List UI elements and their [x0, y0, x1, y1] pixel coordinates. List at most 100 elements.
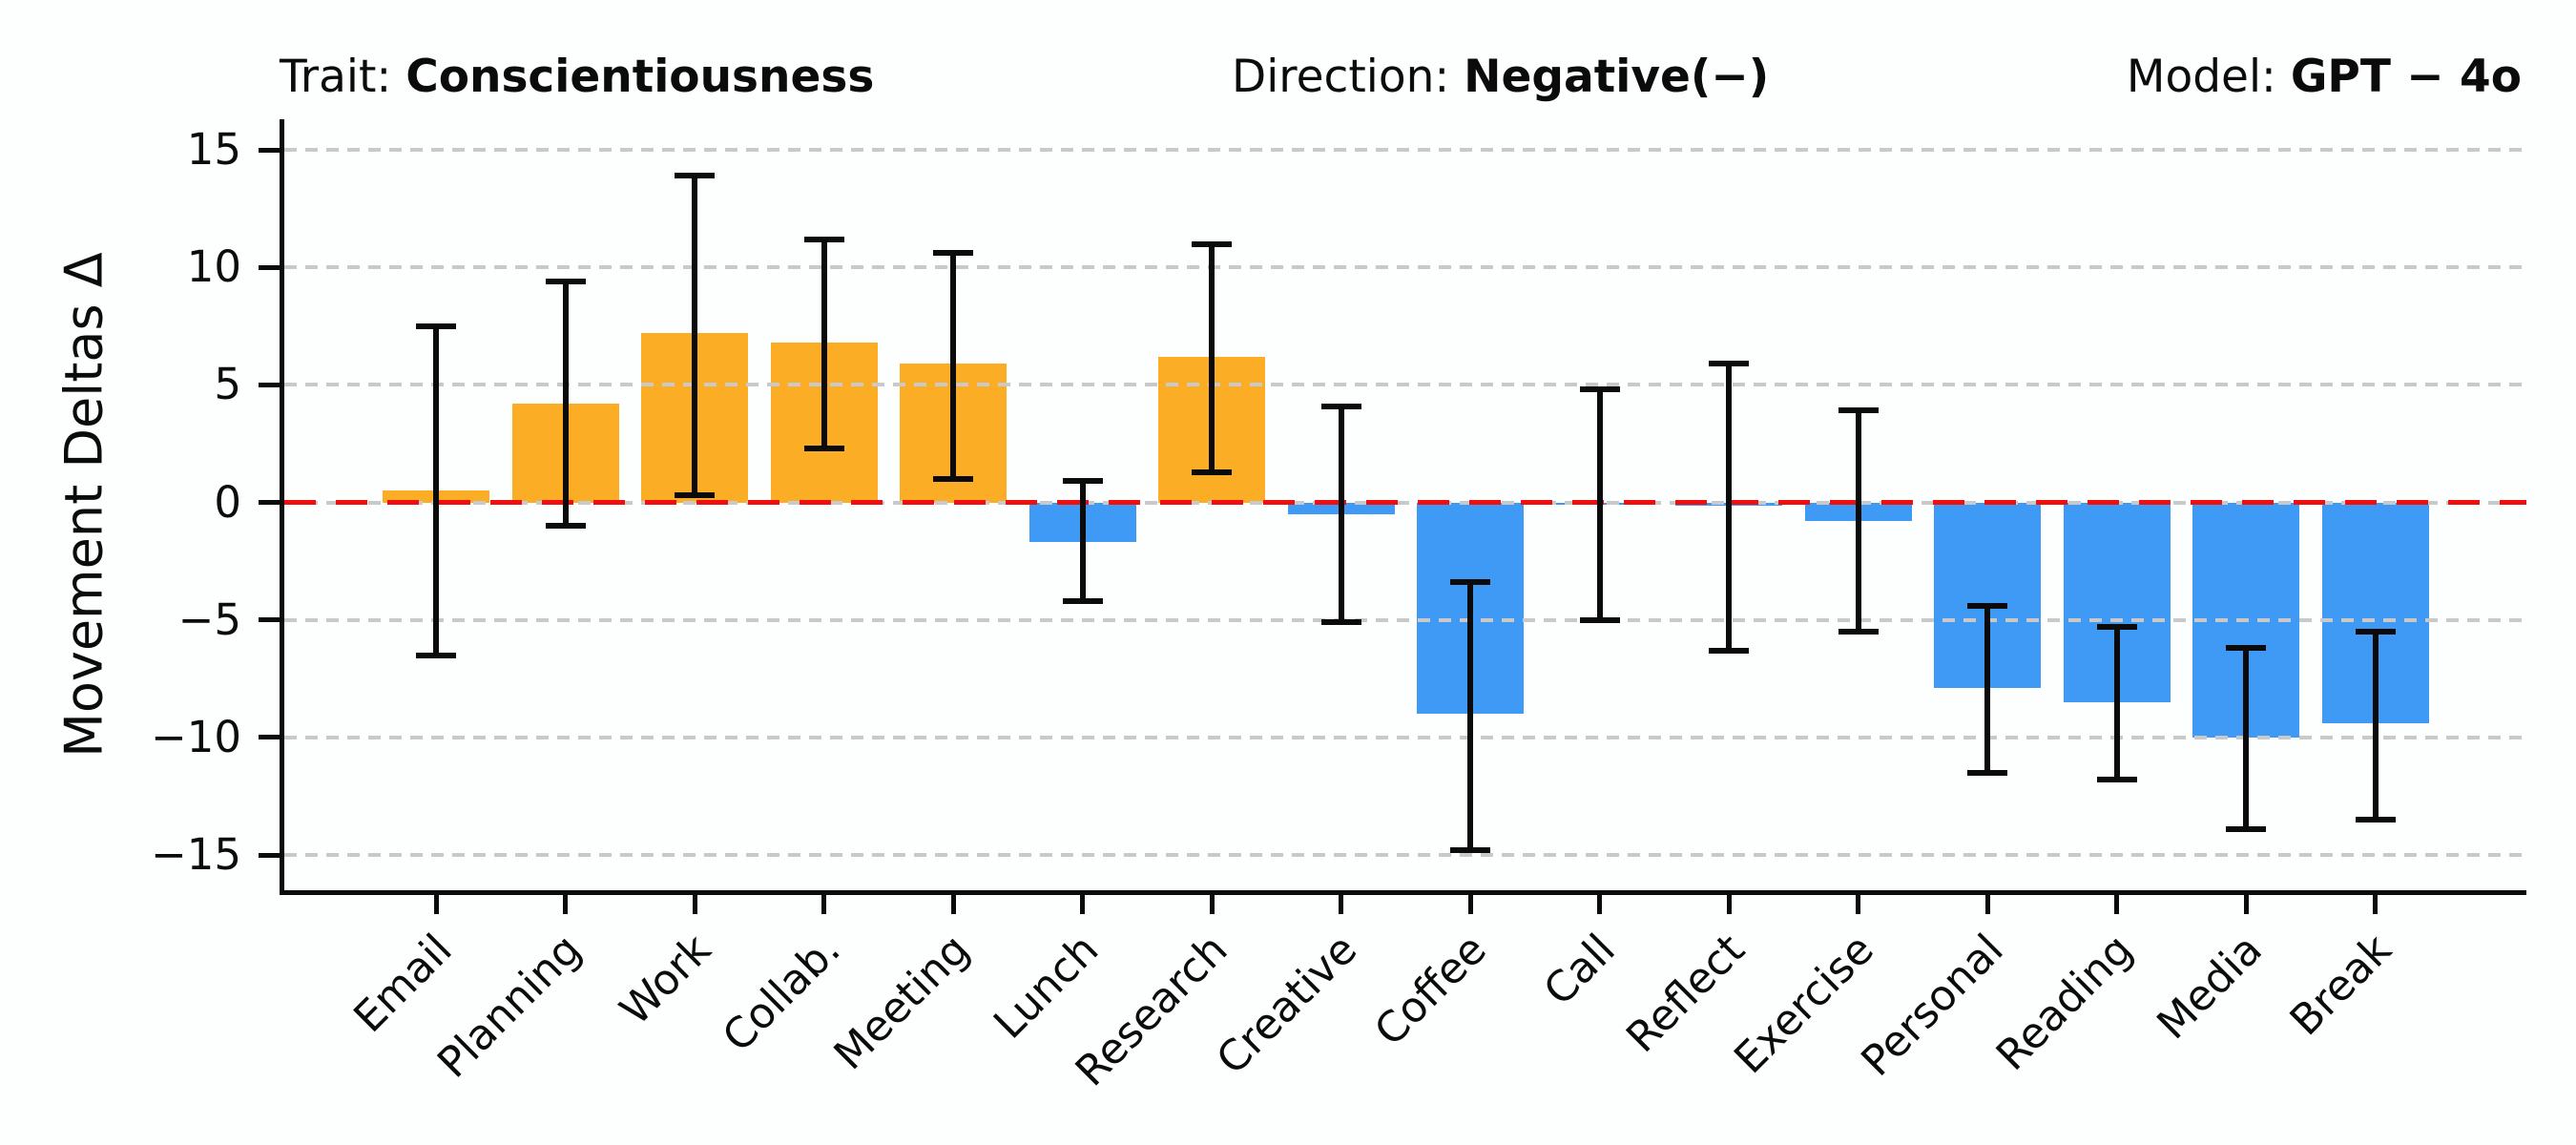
error-bar: [1855, 410, 1861, 632]
error-bar: [2372, 632, 2379, 821]
error-bar-cap-top: [2226, 645, 2266, 652]
x-tick-mark: [1726, 895, 1732, 914]
error-bar-cap-bottom: [1320, 619, 1361, 626]
error-bar-cap-bottom: [1192, 468, 1232, 475]
error-bar-cap-top: [416, 323, 456, 329]
y-tick-label: 5: [214, 359, 241, 410]
x-tick-label: Break: [2280, 925, 2401, 1046]
x-tick-mark: [821, 895, 826, 914]
error-bar: [692, 176, 697, 496]
grid-line: [284, 735, 2526, 739]
y-tick-mark: [259, 852, 280, 858]
trait-value: Conscientiousness: [405, 51, 875, 103]
error-bar-cap-top: [1062, 478, 1103, 485]
direction-title: Direction: Negative(−): [1232, 50, 1769, 105]
error-bar-cap-top: [1320, 403, 1361, 409]
y-tick-label: 0: [214, 476, 241, 528]
grid-line: [284, 383, 2526, 387]
direction-label: Direction:: [1232, 51, 1450, 103]
y-tick-label: −15: [151, 829, 241, 881]
error-bar-cap-bottom: [2096, 777, 2137, 783]
error-bar-cap-top: [545, 278, 586, 284]
error-bar-cap-bottom: [1062, 598, 1103, 604]
x-tick-label: Meeting: [824, 925, 979, 1080]
model-value: GPT − 4o: [2290, 51, 2522, 103]
error-bar-cap-top: [933, 250, 973, 257]
error-bar-cap-top: [1967, 602, 2007, 609]
error-bar-cap-top: [2096, 624, 2137, 631]
error-bar-cap-bottom: [1709, 647, 1749, 654]
y-tick-label: 15: [186, 124, 241, 176]
x-tick-mark: [950, 895, 956, 914]
y-tick-label: 10: [186, 241, 241, 293]
x-tick-label: Work: [610, 925, 720, 1035]
x-tick-mark: [433, 895, 439, 914]
error-bar-cap-bottom: [1450, 847, 1490, 854]
x-tick-label: Email: [344, 925, 462, 1042]
model-label: Model:: [2126, 51, 2276, 103]
x-tick-label: Reading: [1986, 925, 2143, 1080]
error-bar-cap-bottom: [803, 445, 844, 451]
error-bar-cap-bottom: [2226, 825, 2266, 832]
x-tick-mark: [1339, 895, 1343, 914]
x-tick-mark: [2243, 895, 2249, 914]
trait-label: Trait:: [280, 51, 392, 103]
x-tick-label: Personal: [1852, 925, 2013, 1086]
error-bar: [2113, 627, 2120, 781]
x-tick-mark: [2114, 895, 2119, 914]
error-bar: [1726, 364, 1732, 651]
error-bar: [2243, 648, 2249, 829]
y-tick-mark: [259, 382, 280, 387]
error-bar-cap-top: [1450, 579, 1490, 586]
error-bar-cap-bottom: [1838, 629, 1879, 635]
error-bar-cap-top: [675, 173, 715, 179]
x-tick-mark: [1856, 895, 1860, 914]
model-title: Model: GPT − 4o: [2127, 50, 2522, 105]
y-tick-mark: [259, 617, 280, 623]
error-bar: [821, 239, 827, 448]
x-tick-mark: [563, 895, 568, 914]
error-bar: [1079, 481, 1086, 601]
y-tick-mark: [259, 735, 280, 740]
error-bar-cap-top: [1579, 386, 1620, 393]
error-bar: [433, 325, 439, 656]
error-bar-cap-bottom: [1967, 769, 2007, 776]
x-tick-label: Media: [2148, 925, 2272, 1050]
y-tick-label: −10: [151, 711, 241, 762]
error-bar-cap-top: [1192, 240, 1232, 247]
zero-reference-line: [284, 500, 2526, 506]
x-tick-mark: [1209, 895, 1215, 914]
grid-line: [284, 148, 2526, 153]
x-tick-label: Creative: [1207, 925, 1367, 1085]
error-bar: [1467, 582, 1473, 851]
y-tick-mark: [259, 500, 280, 506]
error-bar: [1338, 406, 1344, 623]
error-bar: [950, 253, 956, 479]
y-tick-mark: [259, 264, 280, 270]
x-tick-mark: [1467, 895, 1473, 914]
trait-title: Trait: Conscientiousness: [280, 50, 874, 105]
x-tick-label: Coffee: [1365, 925, 1496, 1056]
error-bar: [562, 281, 569, 527]
x-tick-label: Call: [1535, 925, 1626, 1015]
y-tick-mark: [259, 147, 280, 153]
direction-value: Negative(−): [1464, 51, 1770, 103]
x-tick-mark: [1597, 895, 1602, 914]
x-tick-label: Lunch: [985, 925, 1109, 1049]
error-bar-cap-top: [803, 236, 844, 242]
error-bar-cap-bottom: [933, 475, 973, 482]
x-tick-mark: [1080, 895, 1085, 914]
error-bar-cap-bottom: [1579, 616, 1620, 623]
plot-area: 15 10 5 0 −5 −10 −15 Email Planning Work Collab. Me…: [151, 119, 2526, 1095]
x-tick-mark: [2373, 895, 2378, 914]
grid-line: [284, 265, 2526, 270]
error-bar-cap-bottom: [2355, 817, 2396, 823]
error-bar-cap-top: [1838, 407, 1879, 414]
error-bar: [1209, 243, 1215, 472]
error-bar-cap-top: [1709, 361, 1749, 367]
error-bar-cap-top: [2355, 629, 2396, 635]
error-bar: [1984, 605, 1990, 773]
error-bar-cap-bottom: [545, 523, 586, 530]
grid-line: [284, 853, 2526, 858]
